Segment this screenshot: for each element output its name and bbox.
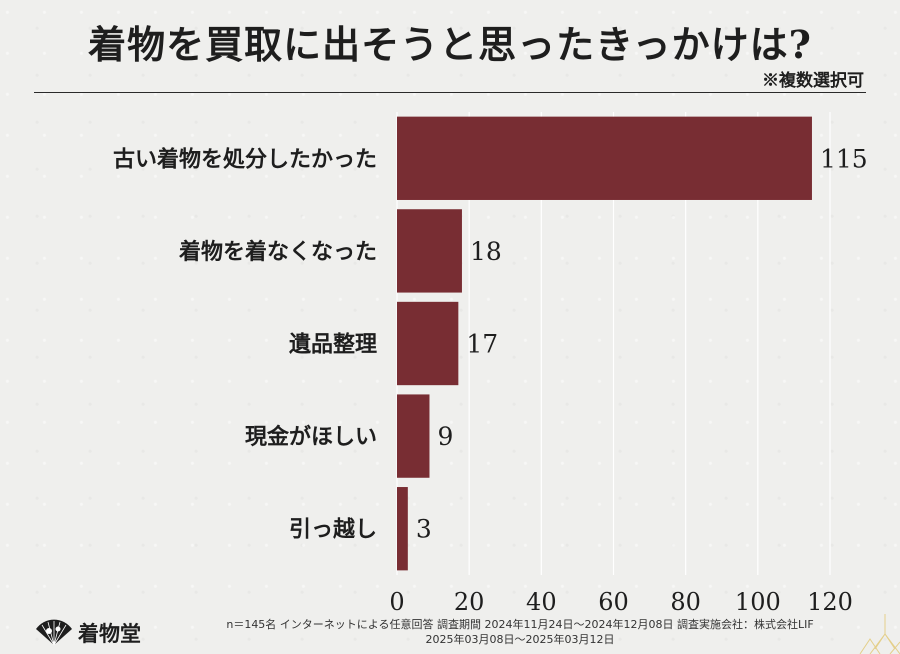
brand-logo: 着物堂 [34,618,141,648]
chart-bars [397,116,812,571]
value-label: 18 [470,237,502,266]
category-label: 古い着物を処分したかった [113,146,377,172]
multiple-choice-note: ※複数選択可 [762,71,864,91]
x-tick-label: 20 [454,588,485,616]
value-label: 9 [437,422,453,451]
category-label: 着物を着なくなった [178,239,377,265]
bar [397,116,812,200]
footnote-line-1: n＝145名 インターネットによる任意回答 調査期間 2024年11月24日～2… [226,618,814,631]
category-label: 現金がほしい [245,424,377,450]
folding-fan-icon [36,619,72,646]
category-label: 引っ越し [289,518,377,543]
x-axis-ticks: 0 20 40 60 80 100 120 [389,588,853,616]
value-labels: 115 18 17 9 3 [416,144,868,543]
value-label: 17 [466,330,498,359]
value-label: 115 [820,144,868,173]
bar [397,487,408,571]
x-tick-label: 80 [670,588,701,616]
x-tick-label: 60 [598,588,629,616]
survey-footnote: n＝145名 インターネットによる任意回答 調査期間 2024年11月24日～2… [170,617,870,647]
x-tick-label: 0 [389,588,404,616]
value-label: 3 [416,515,432,544]
corner-ornament [859,614,900,654]
x-tick-label: 40 [526,588,557,616]
brand-name: 着物堂 [78,621,141,646]
bar [397,394,430,478]
bar [397,301,459,386]
bar [397,209,462,293]
footnote-line-2: 2025年03月08日～2025年03月12日 [425,633,615,646]
category-label: 遺品整理 [289,332,377,358]
x-tick-label: 120 [807,588,853,616]
page-title: 着物を買取に出そうと思ったきっかけは? [88,22,812,67]
title-divider [34,92,866,93]
x-tick-label: 100 [735,588,781,616]
